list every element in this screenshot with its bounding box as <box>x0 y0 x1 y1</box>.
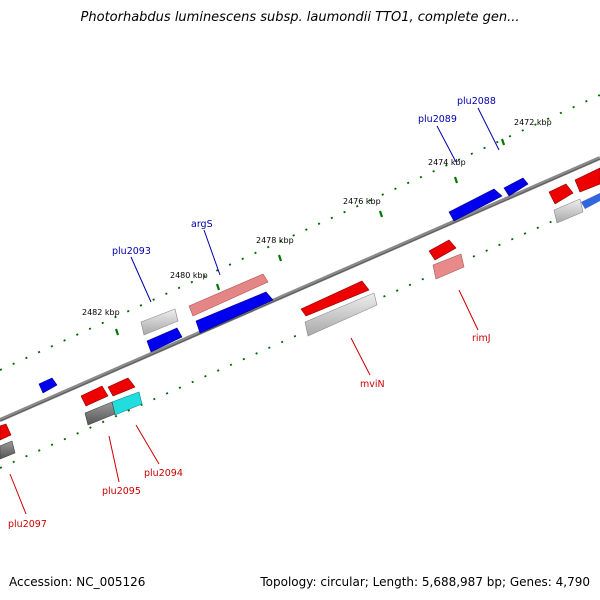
lower-track-guide <box>0 199 600 469</box>
gene-plu2097 <box>0 423 12 441</box>
kbp-ticks <box>114 138 506 336</box>
gene-plu2088 <box>503 177 529 197</box>
gene-mviN <box>300 280 370 317</box>
reverse-genes[interactable] <box>0 167 600 441</box>
gene-label-plu2089[interactable]: plu2089 <box>418 114 457 125</box>
feature-plu2095 <box>84 401 116 426</box>
leader-plu2095 <box>108 435 120 483</box>
feature-plu2093 <box>140 308 179 336</box>
tick-label-2472: 2472 kbp <box>514 118 552 127</box>
accession-text: Accession: NC_005126 <box>9 575 146 589</box>
gene-rimJ <box>428 239 457 261</box>
gene-plu2093 <box>146 327 183 353</box>
feature-rimJ <box>432 253 465 280</box>
tick-2478 <box>277 254 283 262</box>
feature-plu2094 <box>111 391 143 416</box>
gene-edge-reverse-1 <box>548 183 574 205</box>
leader-plu2097 <box>9 473 27 515</box>
upper-track-guide <box>0 94 600 371</box>
gene-plu2091 <box>195 291 274 334</box>
tick-label-2482: 2482 kbp <box>82 308 120 317</box>
chromosome-backbone-shade <box>0 158 600 422</box>
tick-label-2478: 2478 kbp <box>256 236 294 245</box>
gene-plu2094 <box>107 377 136 397</box>
feature-edge-1 <box>553 198 584 224</box>
gene-small-forward <box>38 377 58 394</box>
leader-plu2088 <box>477 107 500 151</box>
leader-rimJ <box>458 289 479 331</box>
gene-label-plu2094[interactable]: plu2094 <box>144 468 183 479</box>
leader-plu2094 <box>135 424 160 465</box>
tick-label-2476: 2476 kbp <box>343 197 381 206</box>
tick-label-2480: 2480 kbp <box>170 271 208 280</box>
gene-label-plu2093[interactable]: plu2093 <box>112 246 151 257</box>
leader-plu2089 <box>436 125 457 163</box>
gene-plu2095 <box>80 385 109 407</box>
tick-2474 <box>453 176 459 184</box>
leader-argS <box>203 229 221 276</box>
gene-label-plu2095[interactable]: plu2095 <box>102 486 141 497</box>
forward-genes[interactable] <box>38 177 600 394</box>
tick-label-2474: 2474 kbp <box>428 158 466 167</box>
gene-label-mviN[interactable]: mviN <box>360 379 385 390</box>
chromosome-backbone <box>0 156 600 422</box>
gene-edge-forward <box>581 193 600 209</box>
gene-label-rimJ[interactable]: rimJ <box>472 333 491 344</box>
tick-2472 <box>500 138 506 146</box>
map-title: Photorhabdus luminescens subsp. laumondi… <box>80 10 520 25</box>
gene-plu2089 <box>448 188 503 222</box>
feature-mviN <box>304 292 378 337</box>
label-leaders <box>9 107 500 515</box>
gene-label-argS[interactable]: argS <box>191 219 213 230</box>
leader-mviN <box>350 337 371 376</box>
gene-label-plu2097[interactable]: plu2097 <box>8 519 47 530</box>
gene-edge-reverse-2 <box>574 167 600 193</box>
tick-2480 <box>215 283 221 291</box>
leader-plu2093 <box>130 256 152 303</box>
gene-label-plu2088[interactable]: plu2088 <box>457 96 496 107</box>
tick-2482 <box>114 328 120 336</box>
genome-summary: Topology: circular; Length: 5,688,987 bp… <box>260 575 590 589</box>
feature-plu2097 <box>0 440 16 460</box>
gene-argS[interactable] <box>188 273 269 317</box>
tick-2476 <box>378 210 384 218</box>
feature-boxes[interactable] <box>0 198 584 460</box>
